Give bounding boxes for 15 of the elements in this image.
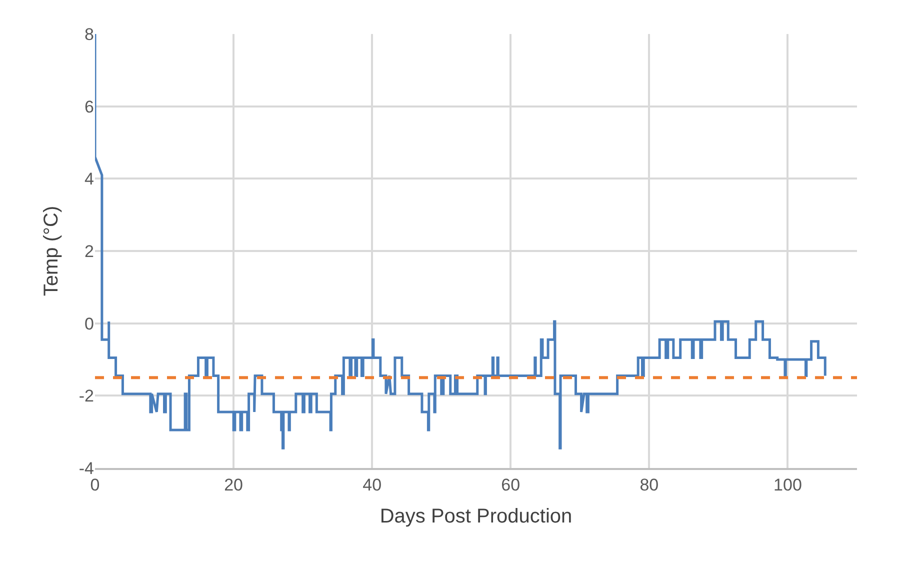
y-tick-label: 8 — [84, 24, 94, 44]
y-tick-label: -2 — [78, 386, 94, 406]
x-tick-label: 20 — [224, 475, 244, 494]
x-tick-label: 100 — [774, 475, 802, 494]
y-tick-label: 0 — [84, 314, 94, 334]
y-tick-label: 4 — [84, 170, 94, 189]
y-tick-label: 6 — [84, 97, 94, 116]
x-axis-title: Days Post Production — [380, 505, 572, 528]
x-tick-label: 60 — [501, 475, 520, 494]
x-tick-label: 40 — [362, 475, 382, 494]
y-axis-title: Temp (°C) — [40, 206, 62, 296]
x-tick-label: 80 — [640, 475, 659, 494]
y-tick-label: -4 — [78, 458, 94, 478]
line-series — [95, 34, 826, 450]
y-tick-label: 2 — [84, 242, 94, 261]
